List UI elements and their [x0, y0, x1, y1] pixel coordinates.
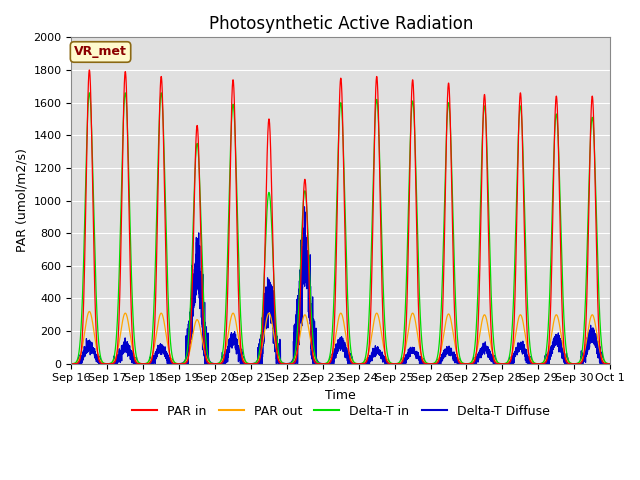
PAR in	[492, 360, 499, 366]
X-axis label: Time: Time	[325, 389, 356, 402]
Delta-T Diffuse	[301, 204, 308, 210]
Delta-T in	[415, 282, 423, 288]
Delta-T in	[183, 352, 191, 358]
PAR in	[604, 361, 612, 367]
Delta-T in	[606, 361, 614, 367]
PAR out	[183, 357, 191, 363]
PAR out	[604, 360, 612, 366]
PAR in	[415, 321, 423, 326]
PAR in	[86, 67, 93, 73]
Delta-T Diffuse	[74, 361, 82, 367]
PAR out	[269, 327, 277, 333]
Line: Delta-T Diffuse: Delta-T Diffuse	[72, 207, 610, 364]
Delta-T in	[177, 361, 185, 367]
PAR in	[269, 254, 277, 260]
PAR out	[86, 309, 93, 314]
Delta-T Diffuse	[269, 310, 277, 315]
Delta-T Diffuse	[605, 361, 612, 367]
Text: VR_met: VR_met	[74, 46, 127, 59]
PAR out	[606, 361, 614, 367]
Title: Photosynthetic Active Radiation: Photosynthetic Active Radiation	[209, 15, 473, 33]
PAR out	[492, 358, 499, 364]
Line: Delta-T in: Delta-T in	[72, 93, 610, 364]
Legend: PAR in, PAR out, Delta-T in, Delta-T Diffuse: PAR in, PAR out, Delta-T in, Delta-T Dif…	[127, 400, 555, 423]
Delta-T Diffuse	[68, 361, 76, 367]
Delta-T in	[492, 354, 499, 360]
PAR in	[606, 361, 614, 367]
PAR in	[183, 360, 191, 365]
Delta-T in	[86, 90, 93, 96]
Y-axis label: PAR (umol/m2/s): PAR (umol/m2/s)	[15, 149, 28, 252]
Delta-T Diffuse	[415, 357, 423, 363]
Delta-T in	[68, 361, 76, 367]
PAR in	[177, 361, 185, 367]
PAR out	[68, 361, 76, 367]
Line: PAR in: PAR in	[72, 70, 610, 364]
Delta-T Diffuse	[606, 361, 614, 367]
PAR in	[68, 361, 76, 367]
Line: PAR out: PAR out	[72, 312, 610, 364]
PAR out	[177, 361, 185, 367]
Delta-T Diffuse	[183, 344, 191, 349]
Delta-T Diffuse	[492, 359, 499, 364]
Delta-T Diffuse	[177, 360, 185, 366]
Delta-T in	[269, 258, 277, 264]
Delta-T in	[604, 360, 612, 366]
PAR out	[415, 341, 423, 347]
